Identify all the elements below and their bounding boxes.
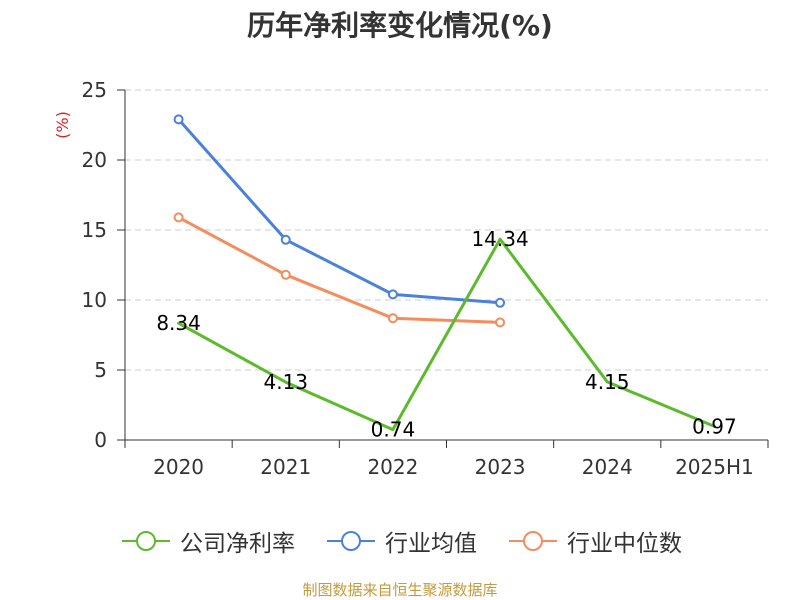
data-point[interactable] xyxy=(495,297,506,308)
x-tick-label: 2022 xyxy=(367,455,418,479)
data-point[interactable] xyxy=(495,317,506,328)
y-axis-label: (%) xyxy=(53,111,72,139)
chart-title: 历年净利率变化情况(%) xyxy=(247,9,553,42)
data-label: 14.34 xyxy=(471,227,528,251)
series-0 xyxy=(177,237,716,432)
data-label: 4.15 xyxy=(585,370,630,394)
y-tick-label: 15 xyxy=(82,218,107,242)
series-line xyxy=(177,117,502,305)
y-tick-label: 20 xyxy=(82,148,107,172)
y-tick-label: 5 xyxy=(94,358,107,382)
data-point[interactable] xyxy=(173,212,184,223)
legend-item-industry-average[interactable]: 行业均值 xyxy=(327,524,477,558)
x-tick-label: 2025H1 xyxy=(675,455,754,479)
x-tick-label: 2023 xyxy=(475,455,526,479)
data-source-footer: 制图数据来自恒生聚源数据库 xyxy=(302,581,498,599)
data-point[interactable] xyxy=(387,313,398,324)
series-1 xyxy=(173,114,506,308)
data-label: 4.13 xyxy=(263,370,308,394)
data-label: 0.74 xyxy=(371,418,416,442)
series-line xyxy=(177,215,502,324)
x-tick-label: 2020 xyxy=(153,455,204,479)
chart-legend: 公司净利率 行业均值 行业中位数 xyxy=(122,524,682,558)
data-point[interactable] xyxy=(387,289,398,300)
legend-item-company-net-margin[interactable]: 公司净利率 xyxy=(122,524,295,558)
grid xyxy=(125,89,768,371)
y-tick-label: 25 xyxy=(82,78,107,102)
x-tick-label: 2021 xyxy=(260,455,311,479)
data-point[interactable] xyxy=(280,269,291,280)
data-point[interactable] xyxy=(280,234,291,245)
legend-item-industry-median[interactable]: 行业中位数 xyxy=(509,524,682,558)
legend-line-circle-icon xyxy=(122,531,170,551)
series-2 xyxy=(173,212,506,328)
x-tick-label: 2024 xyxy=(582,455,633,479)
data-label: 8.34 xyxy=(156,311,201,335)
legend-label: 行业均值 xyxy=(385,531,477,557)
data-point[interactable] xyxy=(173,114,184,125)
data-label: 0.97 xyxy=(692,414,737,438)
legend-line-circle-icon xyxy=(509,531,557,551)
series-line xyxy=(177,237,716,432)
y-tick-label: 10 xyxy=(82,288,107,312)
legend-line-circle-icon xyxy=(327,531,375,551)
legend-label: 公司净利率 xyxy=(180,531,295,557)
y-tick-label: 0 xyxy=(94,428,107,452)
legend-label: 行业中位数 xyxy=(567,531,682,557)
